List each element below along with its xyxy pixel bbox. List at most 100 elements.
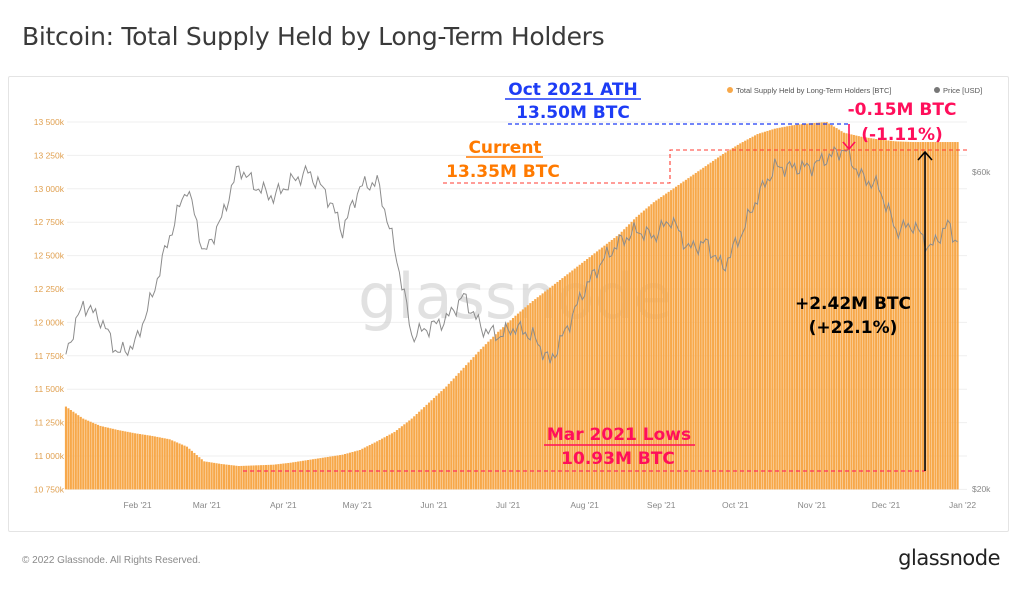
supply-bar [385,435,389,490]
supply-bar [344,453,347,490]
supply-bar [904,141,907,490]
supply-bar [368,445,371,490]
supply-bar [341,454,344,490]
supply-bar [180,444,184,490]
supply-bar [889,140,892,490]
supply-bar [867,137,870,490]
supply-bar [260,465,263,490]
supply-bar [882,139,885,490]
supply-bar [781,127,784,490]
supply-bar [104,427,107,490]
supply-bar [605,243,608,490]
supply-bar [415,414,418,490]
supply-bar [699,169,702,490]
supply-bar [815,122,818,490]
supply-bar [381,438,384,490]
supply-bar [936,142,939,490]
supply-bar [383,437,386,490]
supply-bar [183,445,186,490]
supply-bar [403,424,406,490]
gain-arrow-icon [917,150,933,471]
supply-bar [652,202,655,490]
supply-bar [615,236,618,490]
lows-title: Mar 2021 Lows [547,425,691,445]
supply-bar [203,461,206,490]
supply-bar [376,441,379,490]
supply-bar [235,465,238,490]
supply-bar [926,142,930,490]
supply-bar [892,141,895,490]
supply-bar [289,462,292,490]
supply-bar [242,465,245,490]
supply-bar [366,446,369,490]
supply-bar [77,415,80,490]
supply-bar [129,432,132,490]
legend: Total Supply Held by Long-Term Holders [… [727,86,982,95]
supply-bar [294,461,297,490]
supply-bar [660,197,663,490]
supply-bar [427,402,431,490]
supply-bar [830,125,833,490]
current-dashed-line [443,149,967,184]
supply-bar [410,418,413,490]
supply-bar [82,418,85,490]
supply-bar [514,315,517,490]
supply-bar [353,451,356,490]
supply-bar [563,276,566,490]
supply-bar [79,416,82,490]
supply-bar [850,134,853,490]
supply-bar [694,172,697,490]
drop-value: -0.15M BTC [848,100,957,120]
supply-bar [549,287,552,490]
price-tick-label: $60k [972,167,991,177]
supply-bar [628,224,631,490]
legend-supply-label[interactable]: Total Supply Held by Long-Term Holders [… [736,86,891,95]
supply-bar [361,448,364,490]
supply-bar [788,125,791,490]
supply-bar [600,247,603,490]
supply-bar [637,214,641,490]
supply-bar [121,430,124,490]
supply-bar [97,424,100,490]
glassnode-logo[interactable]: glassnode [898,546,1000,570]
supply-bar [931,142,934,490]
supply-bar [820,122,823,490]
supply-bar [190,450,193,490]
supply-bar [800,124,804,490]
supply-bar [791,125,794,490]
supply-bar [640,212,643,490]
legend-price-label[interactable]: Price [USD] [943,86,982,95]
supply-bar [744,140,747,490]
supply-bar [390,433,394,490]
x-tick-label: Nov '21 [798,500,827,510]
supply-bar [497,331,500,490]
supply-bar [302,460,305,490]
supply-bar [492,336,495,490]
supply-bar [630,221,633,490]
supply-bar [504,324,507,490]
supply-bar [729,149,732,490]
supply-bar [393,431,396,490]
y-axis-right: $20k $60k [972,167,991,494]
y-tick-label: 13 500k [34,117,65,127]
supply-bar [897,141,900,490]
supply-bar [946,142,949,490]
x-tick-label: Oct '21 [722,500,749,510]
supply-bar [558,280,561,490]
supply-bar [884,140,888,490]
supply-bar [257,465,260,490]
supply-bar [200,459,203,490]
supply-bar [731,147,734,490]
supply-bar [956,142,959,490]
supply-bar [899,141,902,490]
supply-bar [568,272,571,490]
supply-bar [331,456,334,490]
supply-bar [143,434,147,490]
supply-bar [526,305,529,490]
supply-bar [939,142,942,490]
supply-bar [677,184,680,490]
supply-bar [724,152,727,490]
supply-bar [457,373,460,490]
supply-bar [944,142,947,490]
y-tick-label: 11 500k [34,384,64,394]
